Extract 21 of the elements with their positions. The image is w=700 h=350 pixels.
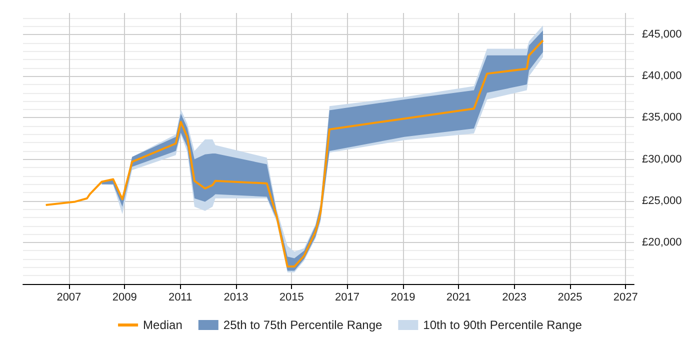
x-tick-label: 2007 — [56, 292, 82, 304]
x-tick-label: 2009 — [112, 292, 137, 304]
x-tick-label: 2013 — [224, 292, 248, 304]
x-tick-label: 2023 — [502, 292, 527, 304]
y-tick-label: £45,000 — [642, 28, 682, 41]
line-series — [44, 39, 544, 268]
x-tick-label: 2021 — [446, 292, 471, 304]
y-tick-label: £35,000 — [642, 112, 682, 124]
x-tick-label: 2011 — [168, 292, 192, 304]
legend-label: 25th to 75th Percentile Range — [223, 318, 383, 332]
y-tick-label: £40,000 — [642, 70, 682, 82]
legend-label: 10th to 90th Percentile Range — [423, 318, 582, 332]
x-tick-label: 2015 — [279, 292, 304, 304]
x-tick-label: 2025 — [558, 292, 582, 304]
x-tick-label: 2027 — [613, 292, 638, 304]
y-tick-label: £25,000 — [642, 194, 682, 207]
x-tick-label: 2019 — [390, 292, 416, 304]
y-tick-label: £20,000 — [642, 236, 682, 248]
legend-label: Median — [143, 318, 182, 332]
x-tick-label: 2017 — [335, 292, 360, 304]
y-tick-label: £30,000 — [642, 153, 682, 166]
